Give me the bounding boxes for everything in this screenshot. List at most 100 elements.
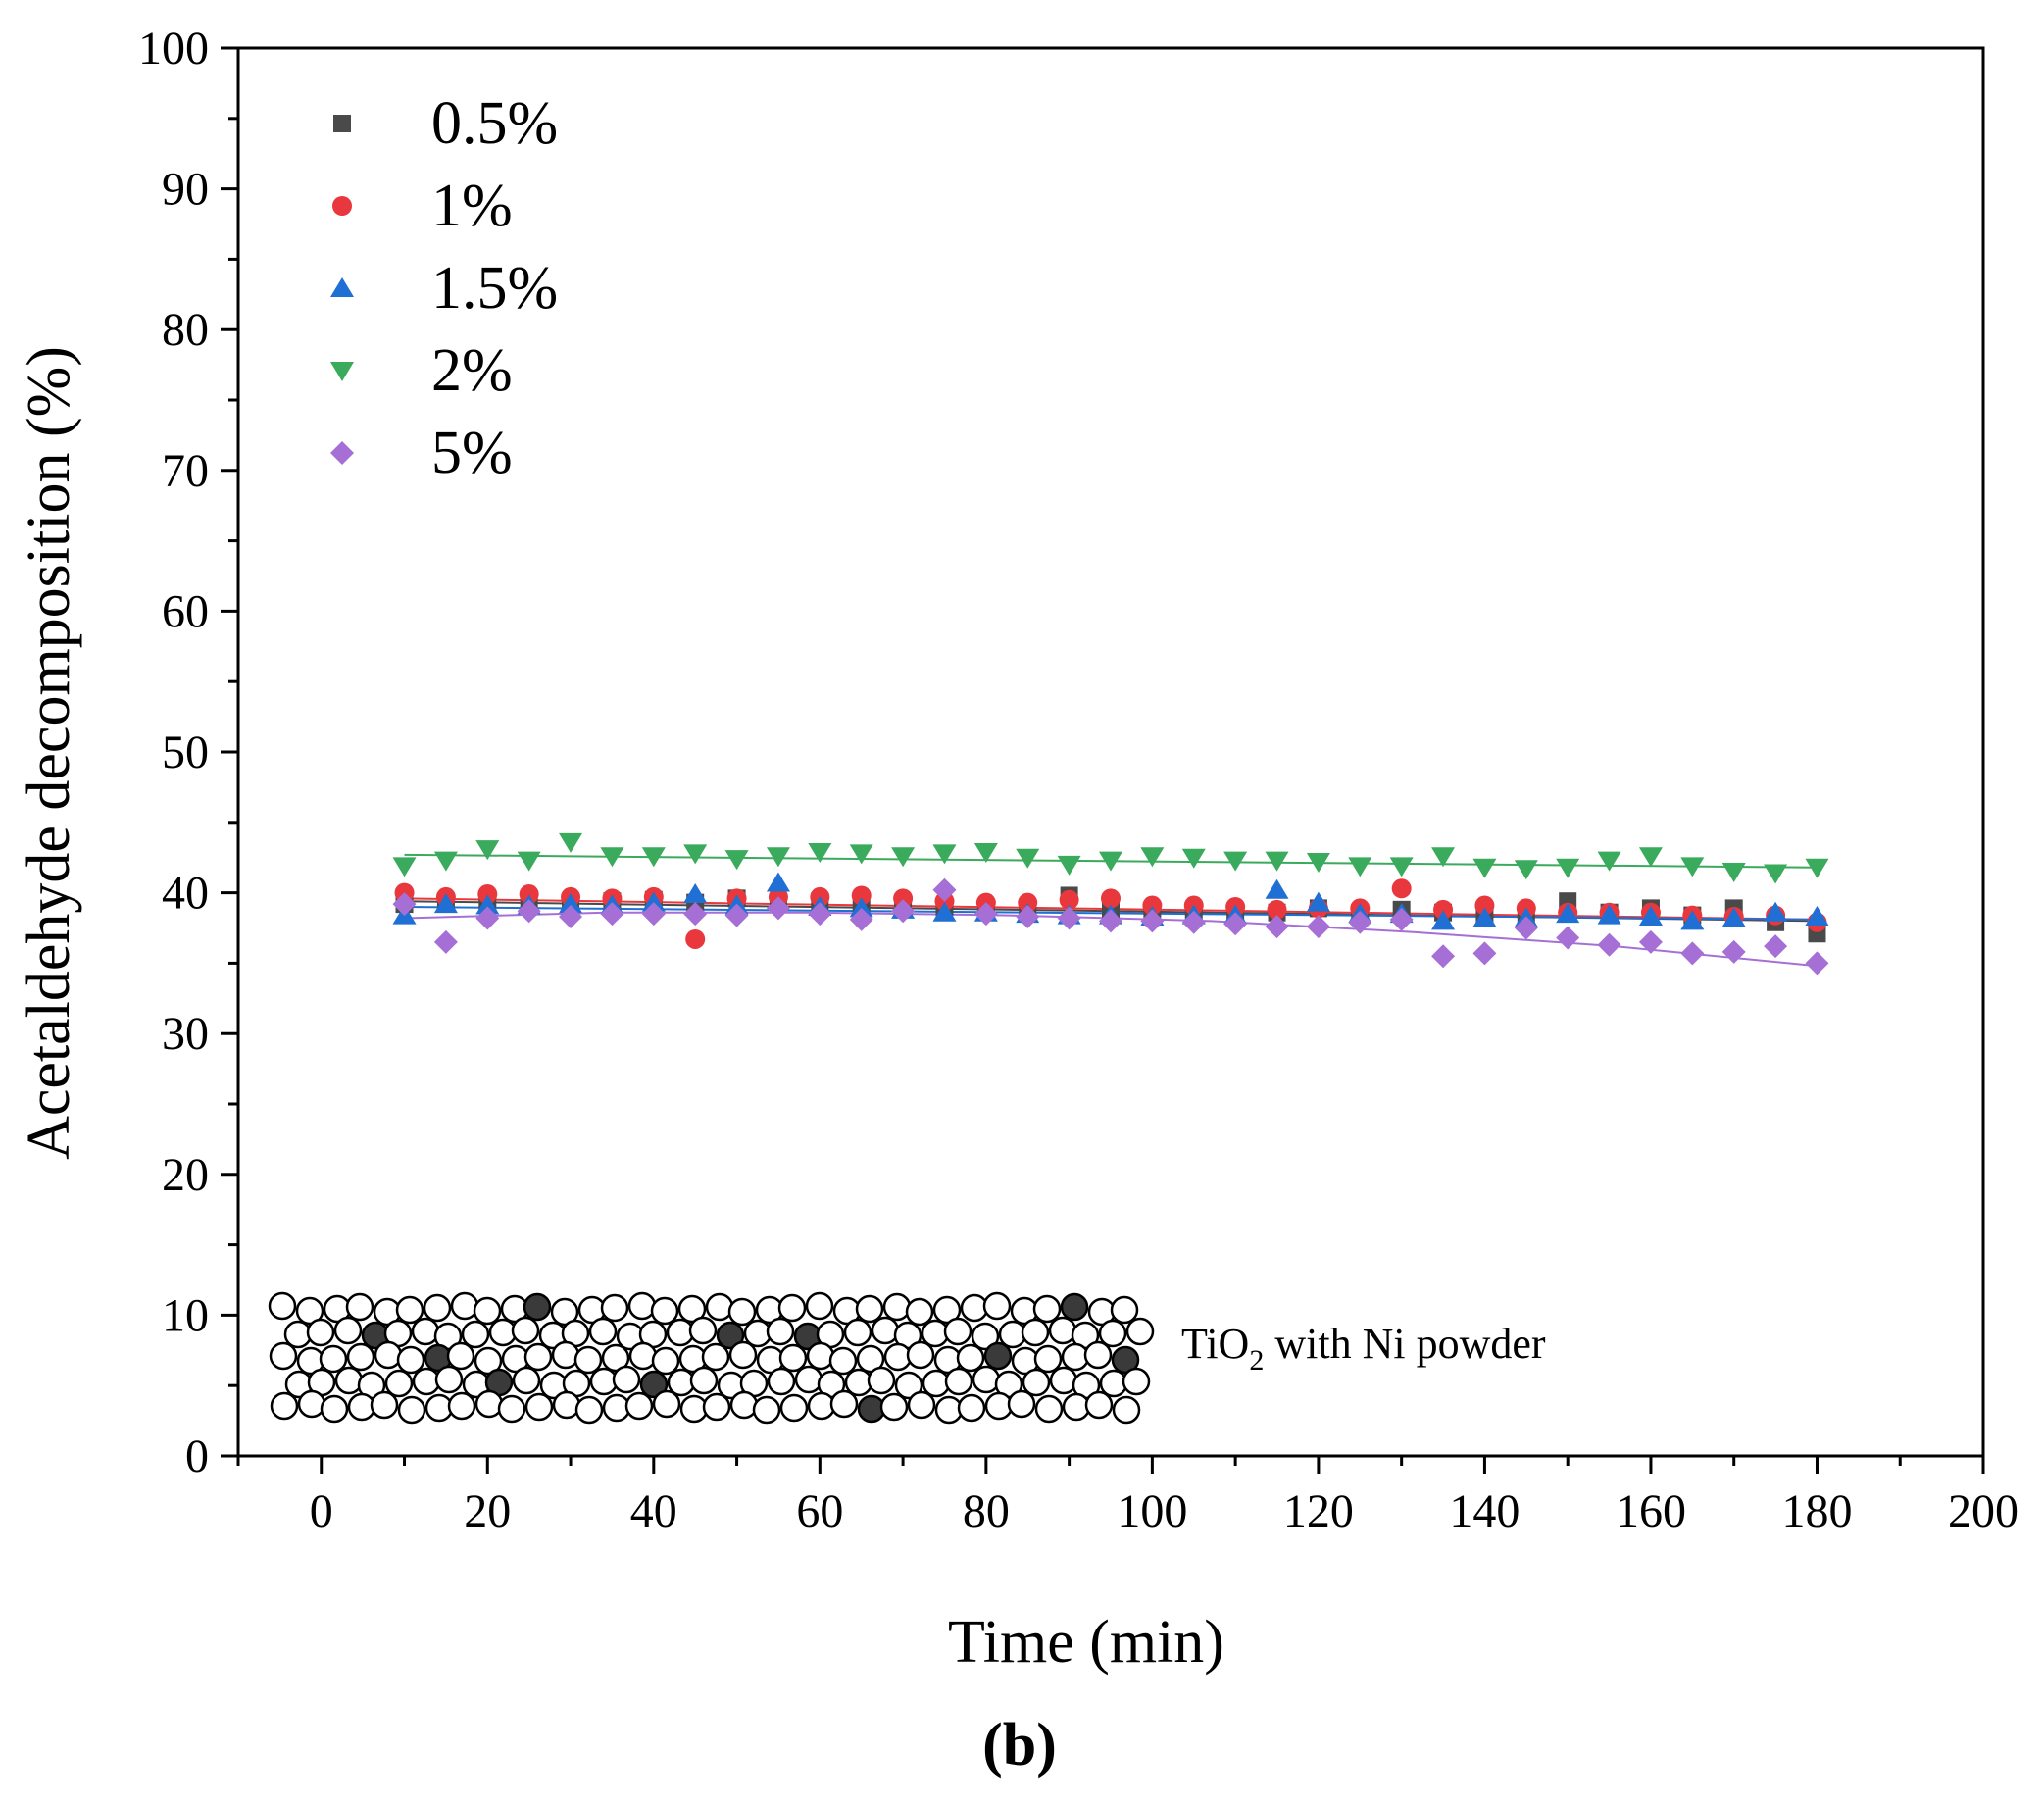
data-point — [1764, 934, 1788, 959]
x-tick-label: 60 — [796, 1485, 843, 1537]
particle — [728, 1340, 758, 1370]
particle — [983, 1341, 1013, 1371]
legend-marker — [333, 115, 351, 132]
data-point — [1805, 906, 1829, 927]
particle — [269, 1341, 298, 1371]
particle — [573, 1345, 603, 1375]
particle — [689, 1366, 719, 1395]
particle — [777, 1293, 807, 1323]
x-tick-label: 80 — [963, 1485, 1010, 1537]
y-tick-label: 0 — [185, 1430, 209, 1482]
particle — [450, 1291, 479, 1321]
data-point — [1556, 903, 1580, 924]
particle — [396, 1345, 425, 1375]
x-tick-label: 140 — [1449, 1485, 1520, 1537]
legend-label: 0.5% — [431, 90, 558, 157]
data-point — [932, 901, 957, 922]
data-point — [1391, 878, 1412, 899]
particle — [512, 1366, 541, 1395]
particle — [729, 1390, 759, 1420]
particle — [447, 1391, 476, 1421]
data-point — [683, 883, 708, 904]
y-tick-label: 80 — [162, 304, 209, 356]
particle — [766, 1317, 795, 1346]
particle — [1021, 1318, 1050, 1347]
particle — [688, 1316, 718, 1345]
data-point — [475, 894, 500, 915]
particle — [705, 1292, 734, 1322]
particle — [871, 1316, 900, 1345]
data-point — [1597, 851, 1621, 872]
data-point — [1265, 851, 1289, 872]
particle — [778, 1343, 808, 1373]
data-point — [1721, 863, 1746, 883]
legend-marker — [330, 441, 354, 465]
axes: 0 20 40 60 80 100 120 140 160 180 200 0 10 20 30 40 50 60… — [138, 23, 2019, 1537]
particle — [943, 1317, 972, 1346]
data-point — [641, 902, 666, 927]
legend-marker — [332, 196, 352, 216]
data-point — [600, 847, 624, 868]
particle — [1048, 1316, 1077, 1345]
data-point — [1638, 929, 1663, 954]
data-point — [1016, 848, 1040, 869]
x-tick-label: 100 — [1117, 1485, 1187, 1537]
data-point — [766, 872, 790, 892]
particle — [1084, 1390, 1114, 1420]
data-point — [932, 877, 957, 902]
particle — [701, 1342, 730, 1372]
particle — [957, 1393, 986, 1423]
data-point — [1597, 904, 1621, 925]
data-point — [851, 885, 872, 906]
particle — [907, 1390, 936, 1420]
x-tick-label: 120 — [1283, 1485, 1354, 1537]
particle — [397, 1395, 426, 1425]
particle — [779, 1393, 809, 1423]
data-point — [1721, 939, 1746, 964]
y-tick-label: 10 — [162, 1289, 209, 1341]
y-tick-label: 20 — [162, 1149, 209, 1201]
data-point — [1474, 895, 1495, 916]
data-point — [559, 893, 583, 914]
data-point — [1101, 888, 1121, 909]
particle — [956, 1343, 985, 1373]
y-tick-label: 50 — [162, 727, 209, 778]
data-point — [849, 897, 873, 918]
particle — [944, 1367, 973, 1396]
data-point — [849, 844, 873, 865]
data-point — [1306, 853, 1330, 874]
data-point — [392, 892, 417, 917]
annotation-label: TiO2 with Ni powder — [1181, 1320, 1546, 1377]
particle — [650, 1296, 679, 1326]
particle — [806, 1341, 835, 1371]
particle — [651, 1346, 680, 1376]
particle — [971, 1322, 1000, 1351]
data-point — [1431, 847, 1456, 868]
particle — [972, 1365, 1001, 1394]
particle — [1060, 1292, 1089, 1322]
data-point — [1721, 907, 1746, 927]
particle — [1007, 1389, 1036, 1419]
data-point — [475, 840, 500, 861]
particle — [370, 1390, 399, 1420]
particle — [905, 1297, 934, 1327]
particle — [829, 1389, 859, 1419]
data-point — [683, 902, 708, 927]
particle — [395, 1295, 424, 1325]
legend-label: 2% — [431, 337, 513, 404]
data-point — [559, 905, 583, 929]
particle — [1022, 1368, 1051, 1397]
y-tick-label: 70 — [162, 445, 209, 497]
particle — [828, 1346, 858, 1376]
data-point — [1472, 907, 1497, 927]
data-point — [1142, 895, 1163, 916]
y-tick-label: 100 — [138, 23, 209, 75]
data-point — [1018, 892, 1038, 913]
data-point — [685, 928, 706, 949]
data-point — [1140, 909, 1165, 933]
particle — [588, 1317, 618, 1346]
particle — [716, 1321, 745, 1350]
particle — [639, 1370, 669, 1399]
data-point — [1764, 864, 1788, 884]
